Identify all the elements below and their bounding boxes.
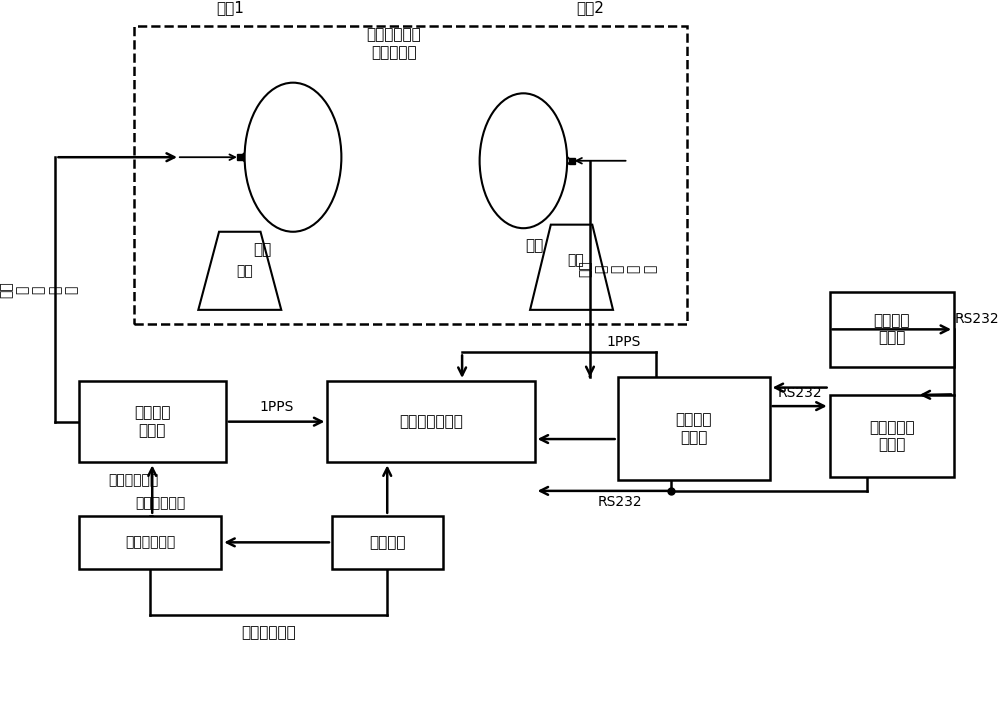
Text: 满足远场条件
的自由空间: 满足远场条件 的自由空间	[366, 27, 421, 60]
Polygon shape	[198, 232, 281, 310]
Text: 星间链路
发射机: 星间链路 发射机	[134, 406, 170, 438]
Text: 支架: 支架	[236, 264, 253, 278]
Text: 基准频率参考: 基准频率参考	[125, 535, 175, 549]
Text: 矢量网路
分析仪: 矢量网路 分析仪	[874, 313, 910, 346]
Text: 天线2: 天线2	[576, 1, 604, 16]
Text: 基准频率信号: 基准频率信号	[109, 474, 159, 487]
Text: RS232: RS232	[598, 495, 642, 508]
Text: 接收: 接收	[526, 239, 544, 254]
Ellipse shape	[480, 93, 567, 228]
FancyBboxPatch shape	[79, 515, 221, 569]
Text: 发射: 发射	[254, 242, 272, 257]
Ellipse shape	[245, 82, 341, 232]
Text: 星间链路
接收机: 星间链路 接收机	[675, 413, 712, 445]
Text: RS232: RS232	[777, 386, 822, 401]
Polygon shape	[530, 225, 613, 310]
Text: 输入
测
试
电
缆: 输入 测 试 电 缆	[578, 261, 657, 278]
FancyBboxPatch shape	[830, 395, 954, 476]
Text: 原子频标: 原子频标	[369, 535, 405, 550]
Text: 1PPS: 1PPS	[606, 335, 641, 348]
FancyBboxPatch shape	[327, 381, 535, 463]
FancyBboxPatch shape	[332, 515, 443, 569]
FancyBboxPatch shape	[79, 381, 226, 463]
FancyBboxPatch shape	[618, 377, 770, 480]
Text: 基准频率信号: 基准频率信号	[241, 625, 296, 641]
Text: 天线1: 天线1	[217, 1, 245, 16]
Text: 基准频率信号: 基准频率信号	[135, 496, 185, 510]
FancyBboxPatch shape	[830, 292, 954, 367]
Text: 支架: 支架	[568, 253, 585, 268]
Text: RS232: RS232	[955, 312, 999, 326]
Text: 输出
测
试
电
缆: 输出 测 试 电 缆	[0, 281, 78, 298]
Text: 1PPS: 1PPS	[259, 401, 294, 414]
Text: 时间间隔计数器: 时间间隔计数器	[399, 414, 463, 429]
Text: 控制和处理
计算机: 控制和处理 计算机	[869, 419, 915, 452]
